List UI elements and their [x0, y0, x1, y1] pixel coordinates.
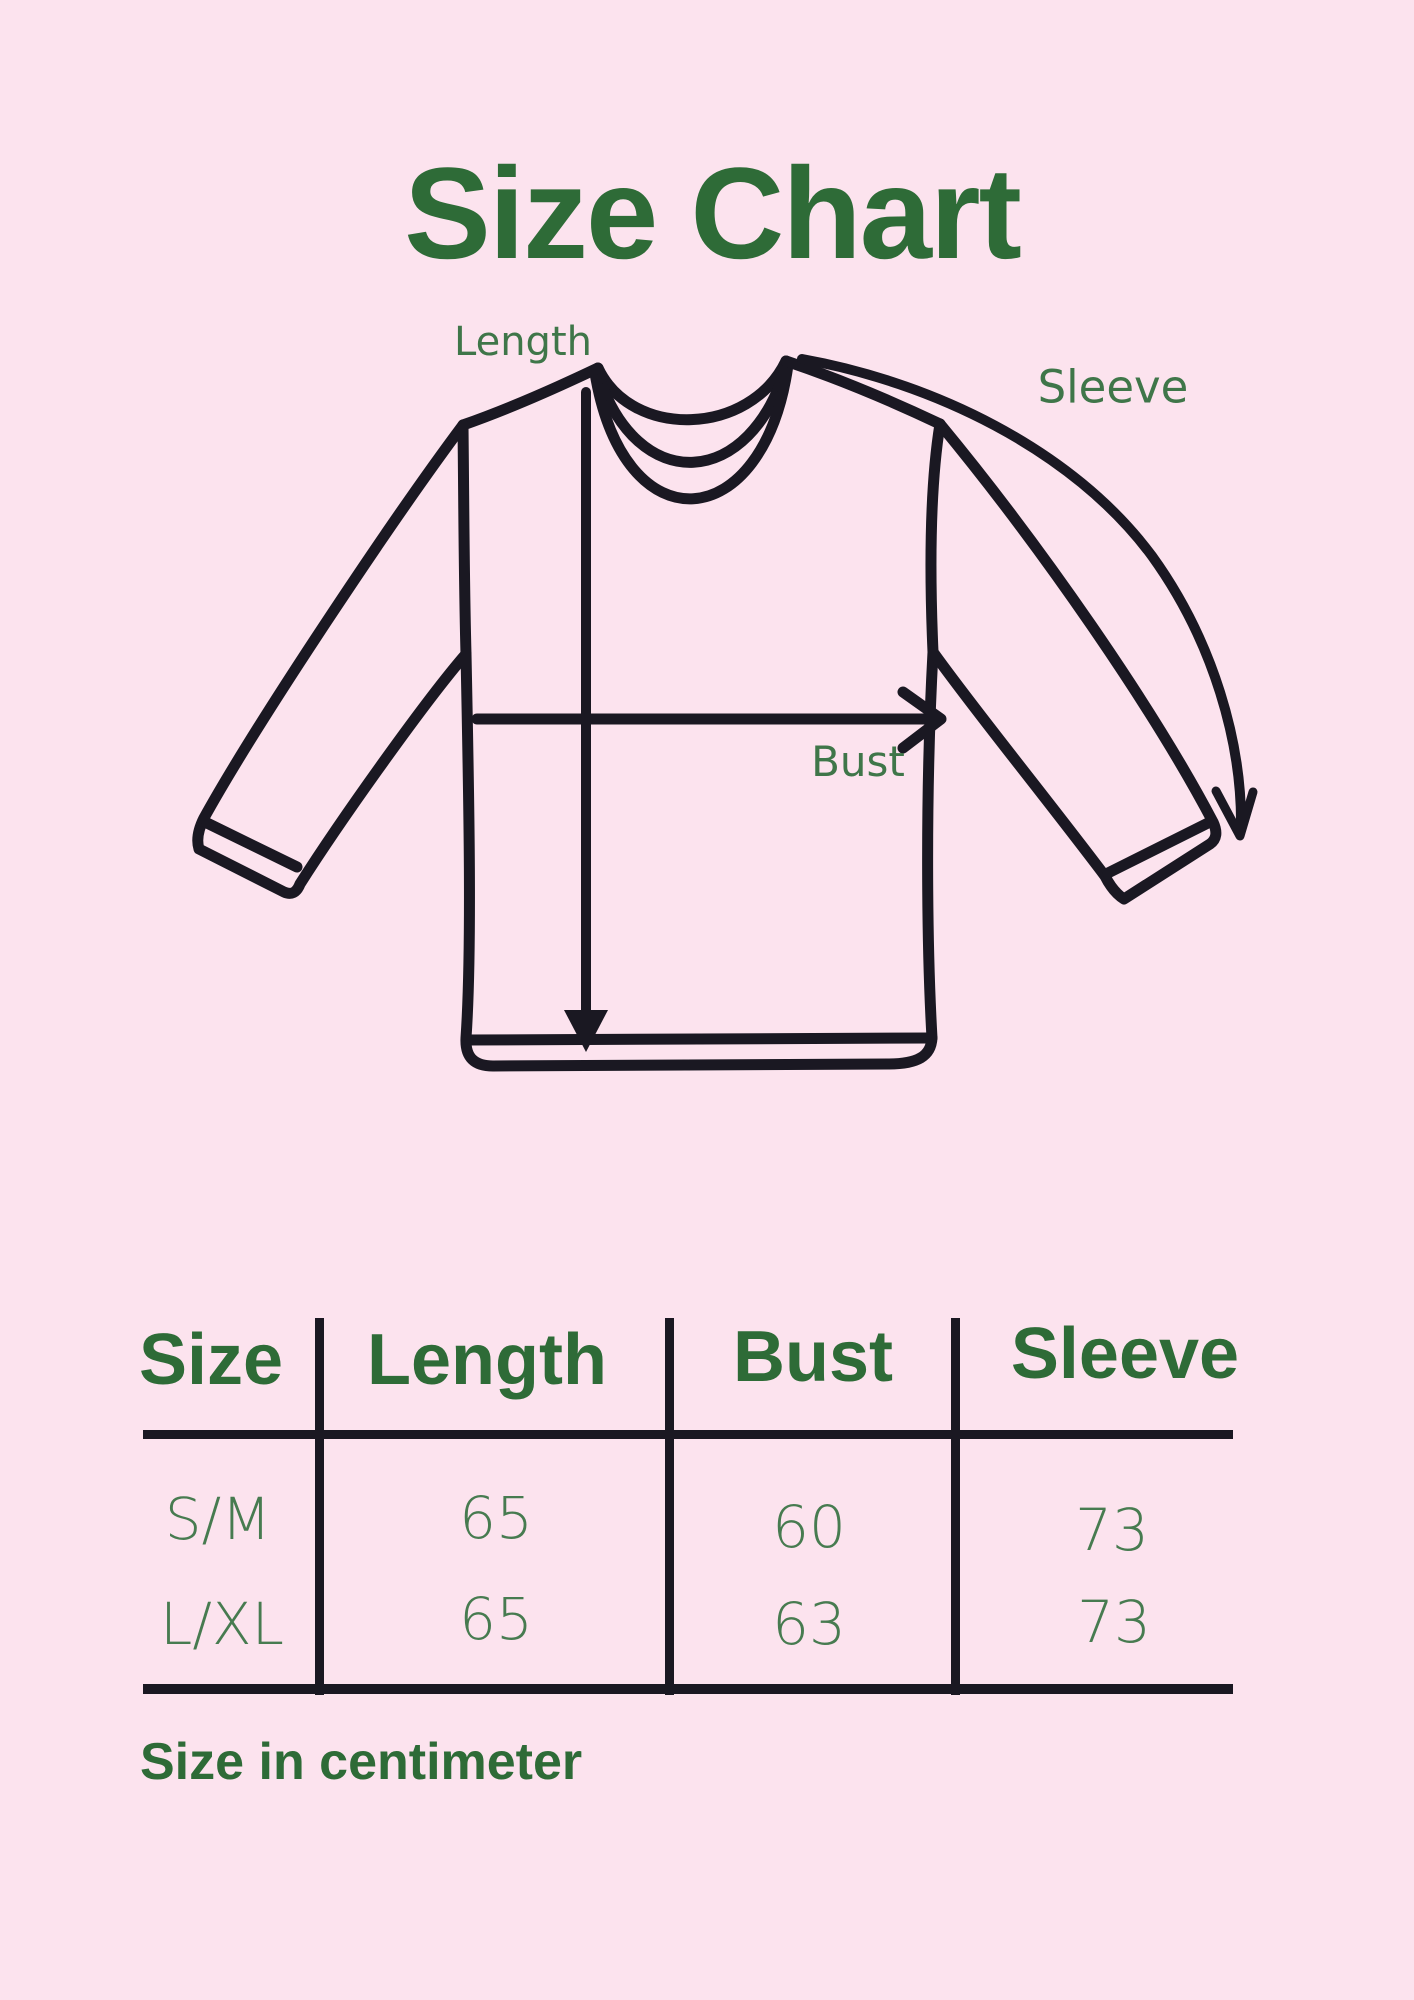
table-column-divider-1 [315, 1318, 324, 1695]
sleeve-label: Sleeve [1037, 360, 1189, 414]
row-sm-size-label: S/M [164, 1485, 272, 1553]
row-lxl-size-label: L/XL [160, 1590, 284, 1658]
row-sm-length-value: 65 [459, 1484, 533, 1552]
hem-line [460, 1032, 938, 1046]
row-lxl-length-value: 65 [459, 1585, 533, 1653]
measurement-arrows [471, 354, 1258, 1052]
cuff-line-left [201, 817, 303, 873]
row-lxl-bust-value: 63 [772, 1590, 846, 1658]
length-label: Length [454, 319, 592, 365]
sleeve-arrow [797, 354, 1258, 841]
right-shoulder-seam [780, 355, 946, 430]
row-sm-bust-value: 60 [772, 1493, 846, 1561]
table-column-divider-3 [951, 1318, 960, 1695]
table-header-bust: Bust [733, 1317, 893, 1397]
table-header-size: Size [138, 1320, 284, 1400]
right-sleeve [927, 418, 1222, 905]
table-bottom-border [143, 1684, 1233, 1694]
collar-mid-arc [591, 357, 793, 468]
length-arrow [564, 387, 608, 1052]
row-sm-sleeve-value: 73 [1075, 1496, 1149, 1564]
collar-top-arc [592, 355, 792, 426]
left-shoulder-and-sleeve [192, 362, 604, 899]
table-column-divider-2 [665, 1318, 674, 1695]
bust-arrow [471, 686, 947, 754]
sweater-outline [192, 355, 1222, 1072]
page-title: Size Chart [404, 140, 1022, 286]
table-header-length: Length [367, 1320, 607, 1400]
collar-outer-arc [589, 359, 794, 505]
cuff-line-right [1102, 817, 1214, 879]
bust-label: Bust [811, 737, 905, 786]
table-header-divider [143, 1430, 1233, 1439]
units-footnote: Size in centimeter [140, 1733, 583, 1791]
row-lxl-sleeve-value: 73 [1077, 1588, 1151, 1656]
table-header-sleeve: Sleeve [1010, 1314, 1240, 1394]
